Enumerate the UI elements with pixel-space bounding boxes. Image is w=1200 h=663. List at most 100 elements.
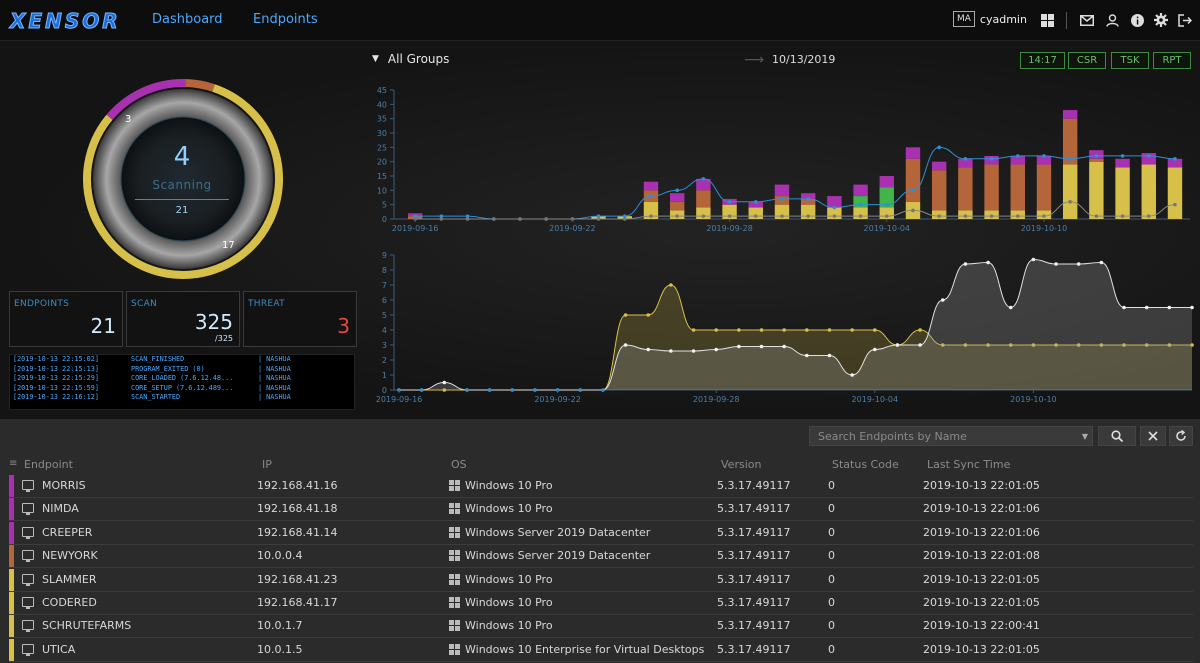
- threat-area-point[interactable]: [714, 328, 718, 332]
- threat-area-point[interactable]: [805, 328, 809, 332]
- threat-line-point[interactable]: [675, 214, 679, 218]
- endpoint-name[interactable]: SCHRUTEFARMS: [42, 619, 132, 633]
- threat-area-point[interactable]: [1099, 343, 1104, 347]
- header-version[interactable]: Version: [721, 458, 762, 471]
- threat-line-point[interactable]: [439, 217, 444, 221]
- info-icon[interactable]: [1129, 12, 1145, 28]
- csr-button[interactable]: CSR: [1068, 52, 1106, 69]
- scanned-area-point[interactable]: [487, 388, 492, 392]
- bar-segment[interactable]: [1062, 110, 1078, 119]
- threat-line-point[interactable]: [649, 214, 653, 218]
- threat-line-point[interactable]: [884, 214, 889, 218]
- bar-segment[interactable]: [748, 201, 763, 208]
- scanned-area-point[interactable]: [714, 347, 718, 352]
- windows-icon[interactable]: [1039, 12, 1055, 28]
- threat-area-point[interactable]: [918, 328, 922, 332]
- bar-segment[interactable]: [1167, 167, 1183, 219]
- refresh-button[interactable]: [1169, 426, 1193, 446]
- total-line-point[interactable]: [780, 197, 784, 201]
- scanned-area-point[interactable]: [1167, 305, 1172, 310]
- threat-area-point[interactable]: [850, 328, 854, 332]
- threat-area-point[interactable]: [623, 313, 628, 317]
- bar-segment[interactable]: [931, 161, 947, 171]
- nav-dashboard[interactable]: Dashboard: [152, 12, 223, 27]
- total-line-point[interactable]: [963, 157, 968, 161]
- total-line-point[interactable]: [753, 200, 758, 204]
- threat-line-point[interactable]: [1120, 214, 1125, 218]
- scanned-area-point[interactable]: [918, 343, 922, 347]
- bar-segment[interactable]: [669, 193, 685, 202]
- bar-segment[interactable]: [905, 147, 921, 159]
- scanned-area-point[interactable]: [1144, 305, 1149, 310]
- total-line-point[interactable]: [1173, 157, 1177, 161]
- scanned-area-point[interactable]: [646, 347, 651, 352]
- bar-segment[interactable]: [1010, 155, 1025, 165]
- table-row[interactable]: CREEPER 192.168.41.14 Windows Server 2019 …: [9, 521, 1193, 545]
- endpoint-name[interactable]: SLAMMER: [42, 572, 97, 586]
- bar-segment[interactable]: [800, 204, 816, 219]
- threat-line-point[interactable]: [780, 214, 784, 218]
- threat-line-point[interactable]: [491, 217, 496, 221]
- bar-segment[interactable]: [853, 196, 868, 208]
- threat-area-point[interactable]: [759, 328, 764, 332]
- header-status-code[interactable]: Status Code: [832, 458, 899, 471]
- threat-area-point[interactable]: [669, 283, 673, 287]
- total-line-point[interactable]: [832, 205, 837, 210]
- threat-area-point[interactable]: [646, 313, 651, 317]
- dropdown-caret-icon[interactable]: ▼: [1081, 432, 1088, 441]
- search-input[interactable]: [818, 429, 1073, 443]
- group-selector[interactable]: ▼ All Groups: [372, 52, 449, 66]
- bar-segment[interactable]: [958, 167, 973, 211]
- scanned-area-point[interactable]: [827, 353, 832, 358]
- scanned-area-point[interactable]: [1054, 262, 1058, 266]
- total-line-point[interactable]: [1120, 154, 1125, 158]
- scanned-area-point[interactable]: [601, 388, 605, 392]
- total-line-point[interactable]: [1015, 154, 1020, 158]
- total-line-point[interactable]: [675, 188, 679, 193]
- threat-line-point[interactable]: [753, 214, 758, 218]
- bar-segment[interactable]: [1167, 158, 1183, 168]
- total-line-point[interactable]: [727, 200, 732, 204]
- table-row[interactable]: NEWYORK 10.0.0.4 Windows Server 2019 Datac…: [9, 545, 1193, 569]
- scanned-area-point[interactable]: [1076, 262, 1081, 266]
- total-line-point[interactable]: [884, 202, 889, 207]
- bar-segment[interactable]: [1036, 164, 1052, 211]
- bar-segment[interactable]: [827, 207, 842, 219]
- total-line-point[interactable]: [649, 194, 653, 198]
- scanned-area-point[interactable]: [442, 380, 447, 385]
- threat-area-point[interactable]: [1076, 343, 1081, 347]
- threat-line-point[interactable]: [806, 214, 810, 218]
- bar-segment[interactable]: [1115, 158, 1130, 168]
- scanned-area-point[interactable]: [963, 262, 968, 266]
- threat-line-point[interactable]: [858, 214, 863, 218]
- total-line-point[interactable]: [622, 214, 627, 218]
- threat-line-point[interactable]: [963, 214, 968, 218]
- scanned-area-point[interactable]: [737, 344, 741, 349]
- table-row[interactable]: CODERED 192.168.41.17 Windows 10 Pro 5.3.17…: [9, 592, 1193, 615]
- scanned-area-point[interactable]: [1008, 305, 1013, 310]
- column-menu-icon[interactable]: ≡: [9, 458, 18, 469]
- endpoint-name[interactable]: CREEPER: [42, 525, 93, 539]
- threat-area-point[interactable]: [986, 343, 990, 347]
- bar-segment[interactable]: [958, 158, 973, 168]
- threat-line-point[interactable]: [1068, 200, 1072, 204]
- header-ip[interactable]: IP: [262, 458, 272, 471]
- time-button[interactable]: 14:17: [1020, 52, 1065, 69]
- bar-segment[interactable]: [643, 181, 659, 191]
- threat-line-point[interactable]: [911, 208, 915, 213]
- total-line-point[interactable]: [701, 177, 706, 181]
- gear-icon[interactable]: [1153, 12, 1169, 28]
- header-endpoint[interactable]: Endpoint: [24, 458, 73, 471]
- table-row[interactable]: SCHRUTEFARMS 10.0.1.7 Windows 10 Pro 5.3.17…: [9, 615, 1193, 639]
- bar-segment[interactable]: [984, 164, 999, 211]
- user-icon[interactable]: [1104, 12, 1120, 28]
- bar-segment[interactable]: [774, 184, 790, 197]
- total-line-point[interactable]: [937, 145, 941, 150]
- threat-area-point[interactable]: [1031, 343, 1036, 347]
- total-line-point[interactable]: [989, 157, 994, 161]
- endpoint-name[interactable]: UTICA: [42, 642, 76, 656]
- scanned-area-point[interactable]: [623, 343, 628, 347]
- bar-segment[interactable]: [696, 207, 711, 219]
- scanned-area-point[interactable]: [510, 388, 515, 392]
- scanned-area-point[interactable]: [782, 344, 786, 349]
